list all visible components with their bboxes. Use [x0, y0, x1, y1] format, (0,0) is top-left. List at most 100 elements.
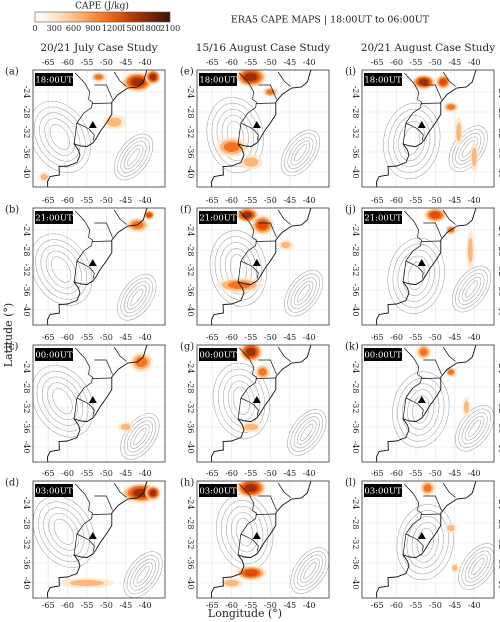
latitude-tick-label: -40: [22, 304, 31, 317]
contour: [126, 555, 160, 595]
longitude-tick-label: -60: [225, 469, 238, 478]
latitude-tick-label: -32: [186, 537, 195, 550]
site-marker: [88, 396, 97, 403]
site-marker: [417, 121, 426, 128]
latitude-tick-label: -36: [351, 146, 360, 159]
longitude-tick-label: -50: [100, 58, 113, 67]
colorbar-tick-label: 2100: [160, 24, 180, 33]
longitude-tick-label: -65: [206, 333, 219, 342]
contour: [43, 507, 85, 557]
contour: [396, 504, 454, 581]
latitude-tick-label: -24: [22, 361, 31, 374]
contour: [297, 554, 323, 587]
contour: [458, 543, 494, 590]
latitude-tick-label: -40: [186, 304, 195, 317]
border: [442, 71, 456, 87]
border: [113, 71, 127, 87]
border: [277, 71, 291, 87]
border: [239, 210, 255, 238]
contour: [407, 261, 425, 290]
longitude-tick-label: -60: [225, 58, 238, 67]
border: [405, 122, 424, 141]
cape-area: [447, 104, 455, 110]
longitude-tick-label: -60: [390, 469, 403, 478]
contour: [127, 148, 141, 166]
longitude-tick-label: -55: [81, 333, 94, 342]
latitude-tick-label: -40: [186, 166, 195, 179]
cape-area: [131, 78, 144, 86]
border: [404, 483, 420, 511]
latitude-tick-label: -36: [497, 284, 500, 297]
latitude-tick-label: -32: [351, 264, 360, 277]
contour: [284, 133, 317, 173]
coastline: [46, 481, 148, 598]
contour: [48, 513, 80, 551]
cape-area: [227, 281, 252, 289]
longitude-tick-label: -40: [303, 469, 316, 478]
longitude-tick-label: -65: [371, 196, 384, 205]
latitude-tick-label: -40: [497, 166, 500, 179]
map-panel: [33, 481, 165, 598]
border: [76, 122, 95, 141]
contour: [39, 112, 81, 162]
column-title: 20/21 July Case Study: [40, 42, 157, 54]
time-label: 03:00UT: [35, 487, 73, 497]
longitude-tick-label: -45: [119, 58, 132, 67]
longitude-tick-label: -45: [283, 601, 296, 610]
border: [237, 397, 242, 420]
longitude-tick-label: -65: [371, 469, 384, 478]
cape-area: [471, 147, 477, 167]
longitude-tick-label: -40: [139, 196, 152, 205]
longitude-tick-label: -45: [119, 469, 132, 478]
contour: [38, 501, 90, 563]
cape-area: [244, 569, 258, 577]
site-marker: [417, 532, 426, 539]
colorbar-tick-label: 900: [85, 24, 100, 33]
longitude-tick-label: -40: [468, 601, 481, 610]
longitude-tick-label: -65: [206, 601, 219, 610]
contour: [471, 557, 485, 576]
border: [442, 209, 456, 225]
coastline: [210, 345, 312, 462]
longitude-tick-label: -55: [245, 196, 258, 205]
contour: [233, 386, 251, 415]
contour: [458, 408, 491, 448]
panel-letter: (b): [5, 205, 19, 216]
longitude-tick-label: -55: [245, 58, 258, 67]
latitude-tick-label: -24: [186, 497, 195, 510]
longitude-tick-label: -40: [303, 333, 316, 342]
border: [76, 260, 95, 279]
contour: [280, 129, 320, 177]
contour: [123, 551, 163, 598]
map-frame: [32, 207, 166, 326]
border: [237, 260, 242, 283]
time-label-box: [364, 73, 402, 86]
time-label: 21:00UT: [199, 214, 237, 224]
site-marker: [88, 259, 97, 266]
latitude-tick-label: -36: [22, 557, 31, 570]
column-title: 15/16 August Case Study: [196, 42, 331, 54]
latitude-tick-label: -28: [497, 381, 500, 394]
latitude-tick-label: -40: [22, 441, 31, 454]
contour: [398, 120, 426, 162]
longitude-tick-label: -40: [139, 469, 152, 478]
cape-area: [258, 368, 267, 376]
border: [421, 513, 441, 515]
border: [76, 374, 93, 399]
map-panel: [362, 481, 494, 598]
border: [76, 510, 93, 535]
time-label-box: [199, 73, 237, 86]
latitude-tick-label: -32: [351, 126, 360, 139]
border: [404, 210, 420, 238]
longitude-tick-label: -55: [410, 333, 423, 342]
border: [113, 209, 127, 225]
time-label-box: [364, 211, 402, 224]
border: [256, 513, 276, 515]
site-marker: [252, 532, 261, 539]
latitude-tick-label: -24: [22, 224, 31, 237]
map-frame: [32, 480, 166, 599]
contour: [397, 377, 445, 442]
cape-area: [423, 484, 432, 492]
longitude-tick-label: -65: [206, 58, 219, 67]
longitude-tick-label: -50: [100, 601, 113, 610]
